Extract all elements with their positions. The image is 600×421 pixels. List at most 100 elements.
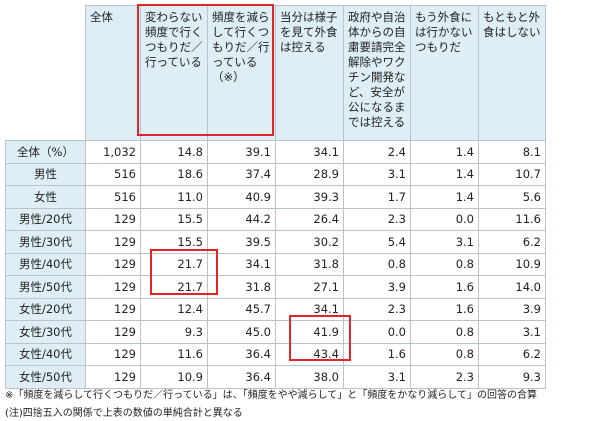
cell: 0.8 — [410, 252, 479, 276]
cell: 129 — [85, 252, 141, 276]
cell: 39.3 — [275, 185, 344, 209]
table-row: 男性/50代 129 21.7 31.8 27.1 3.9 1.6 14.0 — [5, 275, 546, 299]
cell: 129 — [85, 275, 141, 299]
highlight-box — [137, 4, 274, 136]
cell: 129 — [85, 297, 141, 321]
row-label: 女性/20代 — [5, 297, 86, 321]
cell: 44.2 — [207, 207, 276, 231]
cell: 5.6 — [478, 185, 546, 209]
cell: 10.7 — [478, 162, 546, 186]
cell: 39.5 — [207, 230, 276, 254]
column-header: 当分は様子を見て外食は控える — [275, 5, 344, 141]
footnote: (注)四捨五入の関係で上表の数値の単純合計と異なる — [5, 408, 243, 419]
table-row: 女性/30代 129 9.3 45.0 41.9 0.0 0.8 3.1 — [5, 320, 546, 344]
cell: 0.8 — [410, 342, 479, 366]
cell: 1.4 — [410, 162, 479, 186]
column-header: 政府や自治体からの自粛要請完全解除やワクチン開発など、安全が公になるまでは控える — [343, 5, 411, 141]
cell: 3.1 — [343, 162, 411, 186]
table-row: 全体（%） 1,032 14.8 39.1 34.1 2.4 1.4 8.1 — [5, 140, 546, 164]
cell: 129 — [85, 230, 141, 254]
cell: 516 — [85, 162, 141, 186]
cell: 28.9 — [275, 162, 344, 186]
cell: 12.4 — [140, 297, 208, 321]
cell: 129 — [85, 207, 141, 231]
cell: 3.1 — [410, 230, 479, 254]
row-label: 女性 — [5, 185, 86, 209]
highlight-box — [150, 249, 218, 295]
cell: 38.0 — [275, 365, 344, 389]
table-row: 女性/50代 129 10.9 36.4 38.0 3.1 2.3 9.3 — [5, 365, 546, 389]
cell: 30.2 — [275, 230, 344, 254]
cell: 11.6 — [140, 342, 208, 366]
cell: 3.9 — [478, 297, 546, 321]
cell: 1.6 — [410, 275, 479, 299]
table-row: 女性/40代 129 11.6 36.4 43.4 1.6 0.8 6.2 — [5, 342, 546, 366]
cell: 1.4 — [410, 185, 479, 209]
highlight-box — [289, 315, 351, 361]
cell: 37.4 — [207, 162, 276, 186]
cell: 31.8 — [275, 252, 344, 276]
cell: 10.9 — [140, 365, 208, 389]
cell: 11.6 — [478, 207, 546, 231]
cell: 9.3 — [478, 365, 546, 389]
row-label: 男性/20代 — [5, 207, 86, 231]
cell: 36.4 — [207, 342, 276, 366]
table-row: 男性/20代 129 15.5 44.2 26.4 2.3 0.0 11.6 — [5, 207, 546, 231]
cell: 6.2 — [478, 230, 546, 254]
row-label: 女性/50代 — [5, 365, 86, 389]
cell: 1.4 — [410, 140, 479, 164]
cell: 26.4 — [275, 207, 344, 231]
cell: 39.1 — [207, 140, 276, 164]
cell: 14.0 — [478, 275, 546, 299]
cell: 36.4 — [207, 365, 276, 389]
cell: 2.3 — [343, 207, 411, 231]
cell: 129 — [85, 365, 141, 389]
cell: 0.8 — [343, 252, 411, 276]
cell: 21.7 — [140, 252, 208, 276]
cell: 9.3 — [140, 320, 208, 344]
column-header: 変わらない頻度で行くつもりだ／行っている — [140, 5, 208, 141]
cell: 15.5 — [140, 207, 208, 231]
row-label: 女性/40代 — [5, 342, 86, 366]
column-header: 全体 — [85, 5, 141, 141]
cell: 45.7 — [207, 297, 276, 321]
table-row: 女性/20代 129 12.4 45.7 34.1 2.3 1.6 3.9 — [5, 297, 546, 321]
cell: 45.0 — [207, 320, 276, 344]
cell: 14.8 — [140, 140, 208, 164]
cell: 8.1 — [478, 140, 546, 164]
row-label: 男性 — [5, 162, 86, 186]
header-row: 全体 変わらない頻度で行くつもりだ／行っている 頻度を減らして行くつもりだ／行ってい… — [5, 5, 546, 141]
cell: 129 — [85, 342, 141, 366]
column-header: もともと外食はしない — [478, 5, 546, 141]
cell: 2.4 — [343, 140, 411, 164]
corner-cell — [5, 5, 86, 141]
footnote: ※「頻度を減らして行くつもりだ／行っている」は、「頻度をやや減らして」と「頻度を… — [5, 390, 537, 401]
cell: 3.1 — [343, 365, 411, 389]
cell: 2.3 — [410, 365, 479, 389]
cell: 3.9 — [343, 275, 411, 299]
cell: 129 — [85, 320, 141, 344]
table-row: 男性 516 18.6 37.4 28.9 3.1 1.4 10.7 — [5, 162, 546, 186]
cell: 516 — [85, 185, 141, 209]
cell: 1.6 — [343, 342, 411, 366]
row-label: 男性/40代 — [5, 252, 86, 276]
table-body: 全体（%） 1,032 14.8 39.1 34.1 2.4 1.4 8.1 男性 516 18.6… — [5, 140, 546, 389]
table-row: 女性 516 11.0 40.9 39.3 1.7 1.4 5.6 — [5, 185, 546, 209]
cell: 11.0 — [140, 185, 208, 209]
cell: 5.4 — [343, 230, 411, 254]
cell: 34.1 — [275, 140, 344, 164]
cell: 27.1 — [275, 275, 344, 299]
cell: 3.1 — [478, 320, 546, 344]
cell: 2.3 — [343, 297, 411, 321]
row-label: 全体（%） — [5, 140, 86, 164]
table-row: 男性/30代 129 15.5 39.5 30.2 5.4 3.1 6.2 — [5, 230, 546, 254]
table-row: 男性/40代 129 21.7 34.1 31.8 0.8 0.8 10.9 — [5, 252, 546, 276]
cell: 6.2 — [478, 342, 546, 366]
cell: 40.9 — [207, 185, 276, 209]
column-header: もう外食には行かないつもりだ — [410, 5, 479, 141]
cell: 0.0 — [343, 320, 411, 344]
cell: 1.6 — [410, 297, 479, 321]
cell: 1.7 — [343, 185, 411, 209]
cell: 18.6 — [140, 162, 208, 186]
